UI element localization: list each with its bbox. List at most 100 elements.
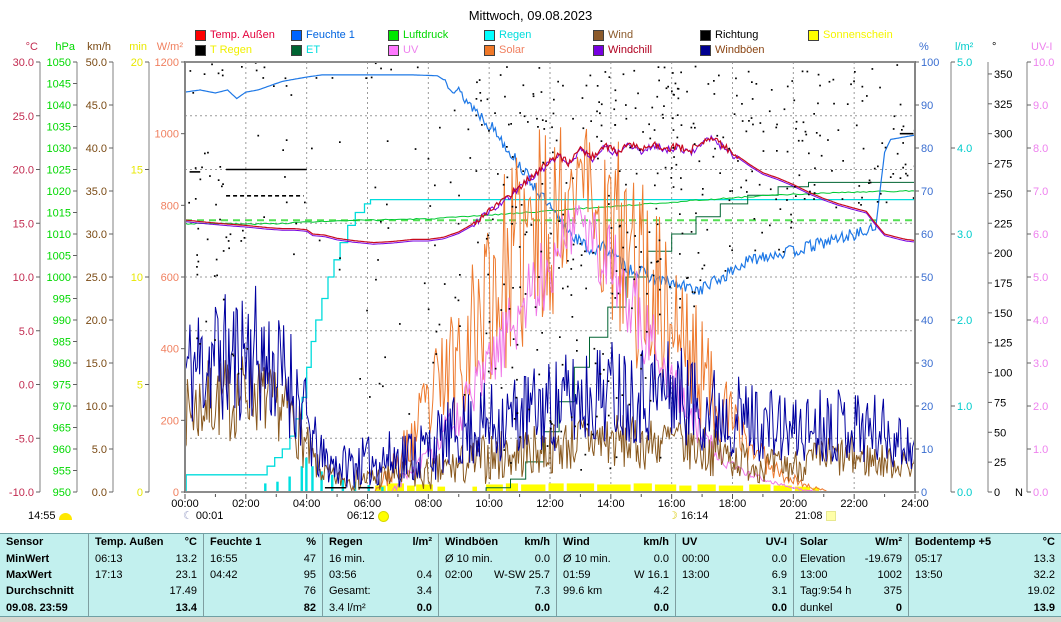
table-column: Windböen km/h Ø 10 min. 0.0 02:00 W-SW 25.7 7.…: [438, 534, 556, 616]
svg-text:1040: 1040: [47, 100, 71, 112]
table-row: 13:00 6.9: [676, 567, 793, 583]
table-cell: 0.0: [771, 552, 787, 565]
svg-text:15: 15: [131, 165, 143, 177]
table-row: Tag:9:54 h 375: [794, 583, 908, 599]
table-cell: 3.4: [416, 585, 432, 598]
table-cell: Sensor: [6, 536, 44, 549]
moonrise-time-label: 16:14: [680, 510, 709, 522]
table-cell: Temp. Außen: [95, 536, 164, 549]
svg-text:25.0: 25.0: [86, 272, 107, 284]
svg-text:6.0: 6.0: [1033, 229, 1048, 241]
series-temp: [184, 136, 916, 244]
legend-item: ET: [291, 44, 320, 56]
svg-text:600: 600: [161, 272, 179, 284]
svg-text:l/m²: l/m²: [955, 41, 974, 53]
table-row: Ø 10 min. 0.0: [557, 550, 675, 566]
table-row: Temp. Außen °C: [89, 534, 203, 550]
svg-text:100: 100: [921, 57, 939, 69]
svg-text:km/h: km/h: [87, 41, 111, 53]
sunrise-time-label: 06:12: [347, 510, 375, 522]
svg-text:30.0: 30.0: [86, 229, 107, 241]
svg-text:5: 5: [137, 380, 143, 392]
table-cell: 1002: [877, 568, 902, 581]
table-cell: UV: [682, 536, 698, 549]
table-row: 09.08. 23:59: [0, 600, 88, 616]
svg-text:90: 90: [921, 100, 933, 112]
table-cell: 4.2: [653, 585, 669, 598]
daylight-duration: 14:55: [28, 509, 72, 523]
svg-text:3.0: 3.0: [1033, 358, 1048, 370]
svg-text:25.0: 25.0: [13, 111, 34, 123]
legend-item: Regen: [484, 29, 531, 41]
table-cell: 3.1: [771, 585, 787, 598]
table-cell: Regen: [329, 536, 363, 549]
sun-icon: [58, 512, 72, 520]
svg-text:35.0: 35.0: [86, 186, 107, 198]
svg-text:125: 125: [994, 338, 1012, 350]
svg-text:50: 50: [994, 427, 1006, 439]
svg-text:350: 350: [994, 69, 1012, 81]
svg-text:06:00: 06:00: [354, 498, 382, 510]
table-row: Bodentemp +5 °C: [909, 534, 1061, 550]
svg-text:10.0: 10.0: [1033, 57, 1054, 69]
table-row: 0.0: [557, 600, 675, 616]
table-cell: Ø 10 min.: [563, 552, 611, 565]
table-cell: 03:56: [329, 568, 357, 581]
table-column: Feuchte 1% 16:55 47 04:42 95 76 82: [203, 534, 322, 616]
svg-text:1.0: 1.0: [1033, 444, 1048, 456]
svg-text:5.0: 5.0: [957, 57, 972, 69]
legend-label: Windböen: [715, 44, 765, 56]
svg-text:10.0: 10.0: [13, 272, 34, 284]
table-row: 17.49: [89, 583, 203, 599]
axis-W/m²: W/m² 0 200 400 600 800 1000 1200: [155, 41, 186, 499]
stats-table: Sensor MinWert MaxWert Durchschnitt 09.08. 2…: [0, 533, 1061, 617]
legend-label: Luftdruck: [403, 29, 449, 41]
svg-text:75: 75: [994, 397, 1006, 409]
table-cell: MaxWert: [6, 568, 52, 581]
svg-text:960: 960: [53, 444, 71, 456]
svg-text:150: 150: [994, 308, 1012, 320]
legend-item: UV: [388, 44, 418, 56]
svg-text:0.0: 0.0: [957, 487, 972, 499]
axis-°C: °C -10.0 -5.0 0.0 5.0 10.0 15.0 20.0 25.0 30.0: [9, 41, 41, 499]
table-row: 3.4 l/m² 0.0: [323, 600, 438, 616]
svg-text:°C: °C: [26, 41, 38, 53]
legend-swatch-icon: [195, 44, 206, 56]
table-cell: 13.4: [175, 601, 197, 614]
table-row: UV UV-I: [676, 534, 793, 550]
table-cell: 01:59: [563, 568, 591, 581]
svg-text:40.0: 40.0: [86, 143, 107, 155]
svg-text:1005: 1005: [47, 251, 71, 263]
axis-%: % 0 10 20 30 40 50 60 70 80 90 100: [914, 41, 939, 499]
legend-item: Wind: [593, 29, 633, 41]
table-cell: 0.0: [416, 601, 432, 614]
svg-text:9.0: 9.0: [1033, 100, 1048, 112]
table-cell: 3.4 l/m²: [329, 601, 366, 614]
table-row: 16 min.: [323, 550, 438, 566]
table-cell: 0.0: [653, 552, 669, 565]
legend-item: Temp. Außen: [195, 29, 275, 41]
svg-text:2.0: 2.0: [1033, 401, 1048, 413]
svg-text:80: 80: [921, 143, 933, 155]
legend-item: Feuchte 1: [291, 29, 355, 41]
svg-text:°: °: [992, 41, 996, 53]
svg-text:0.0: 0.0: [92, 487, 107, 499]
legend-item: Solar: [484, 44, 525, 56]
table-row: 0.0: [439, 600, 556, 616]
table-row: dunkel 0: [794, 600, 908, 616]
svg-text:10.0: 10.0: [86, 401, 107, 413]
table-cell: 95: [303, 568, 316, 581]
svg-text:0: 0: [137, 487, 143, 499]
table-cell: 13.9: [1033, 601, 1055, 614]
svg-text:225: 225: [994, 218, 1012, 230]
legend-label: Sonnenschein: [823, 29, 893, 41]
series-pressure: [184, 189, 916, 226]
table-row: Durchschnitt: [0, 583, 88, 599]
axis-l/m²: l/m² 0.0 1.0 2.0 3.0 4.0 5.0: [950, 41, 974, 499]
table-row: 01:59 W 16.1: [557, 567, 675, 583]
table-cell: 0.0: [653, 601, 669, 614]
table-cell: Solar: [800, 536, 828, 549]
series-rain-total: [185, 198, 915, 493]
svg-text:UV-I: UV-I: [1031, 41, 1052, 53]
